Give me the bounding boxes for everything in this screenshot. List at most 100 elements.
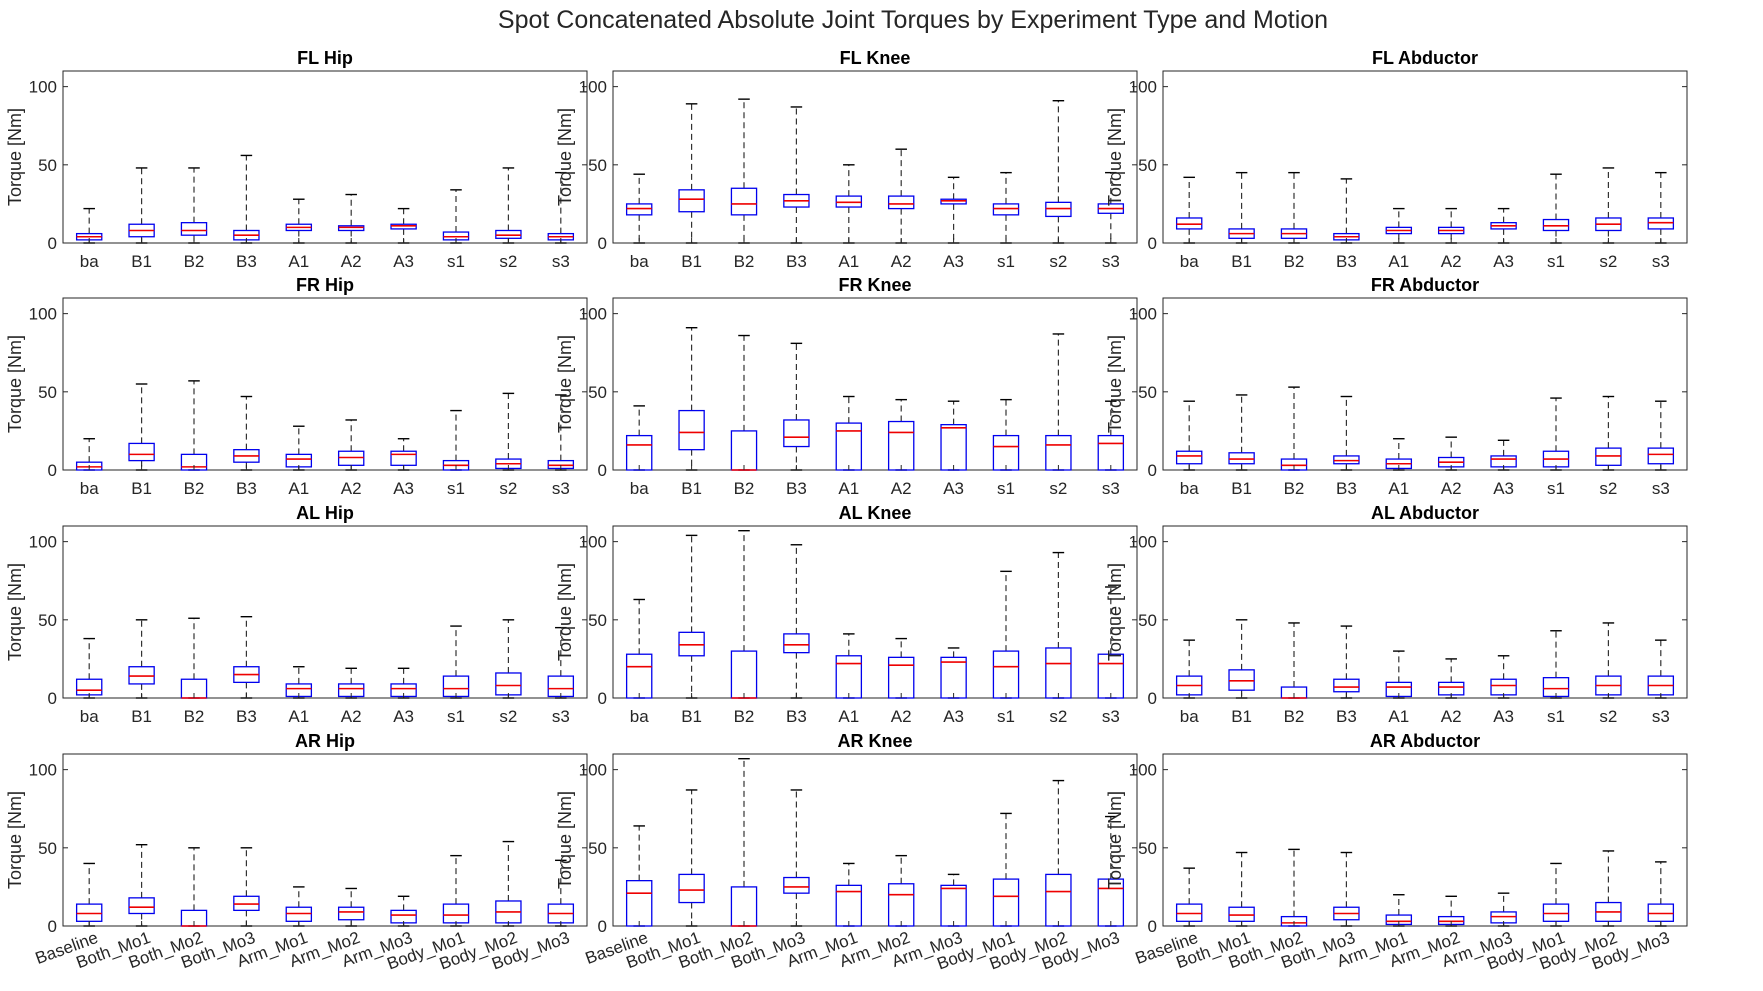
- x-tick-label: A2: [891, 707, 912, 726]
- x-tick-label: ba: [80, 479, 99, 498]
- box-s3: s3: [1097, 586, 1125, 726]
- box-ba: ba: [625, 598, 653, 726]
- box-s3: s3: [1097, 400, 1125, 498]
- panel-title: AR Abductor: [1370, 731, 1480, 751]
- iqr-box: [783, 876, 810, 894]
- box-B3: B3: [1333, 625, 1360, 726]
- x-tick-label: B2: [734, 479, 755, 498]
- box-A2: A2: [1437, 436, 1465, 498]
- box-s2: s2: [1595, 167, 1622, 271]
- box-B2: B2: [180, 617, 208, 726]
- iqr-box: [730, 187, 758, 216]
- x-tick-label: A3: [393, 707, 414, 726]
- box-A1: A1: [1385, 650, 1413, 726]
- y-axis-label: Torque [Nm]: [5, 108, 25, 206]
- subplot-fl-hip: FL Hip Torque [Nm] 0 50 100 ba B1 B2 B3 A1 A2 A3 s1 s…: [5, 48, 588, 271]
- box-s3: s3: [547, 394, 575, 498]
- box-s3: s3: [1097, 171, 1125, 271]
- box-A2: A2: [1437, 207, 1465, 271]
- iqr-box: [625, 880, 653, 927]
- x-tick-label: B1: [681, 707, 702, 726]
- box-A3: A3: [1490, 439, 1517, 498]
- x-tick-label: A2: [1441, 707, 1462, 726]
- box-B2: B2: [1280, 386, 1308, 498]
- box-A3: A3: [390, 438, 417, 498]
- y-axis-label: Torque [Nm]: [5, 563, 25, 661]
- panel-title: AR Knee: [837, 731, 912, 751]
- box-B1: B1: [678, 103, 705, 271]
- y-tick-label: 50: [1138, 383, 1157, 402]
- box-A1: A1: [835, 633, 863, 726]
- x-tick-label: A3: [393, 479, 414, 498]
- iqr-box: [337, 906, 365, 921]
- iqr-box: [730, 886, 758, 927]
- x-tick-label: s2: [1599, 707, 1617, 726]
- x-tick-label: A3: [1493, 707, 1514, 726]
- box-s2: s2: [495, 167, 522, 271]
- iqr-box: [887, 420, 915, 471]
- box-A1: A1: [1385, 438, 1413, 498]
- y-tick-label: 100: [1129, 533, 1157, 552]
- box-B3: B3: [783, 544, 810, 726]
- box-A3: A3: [390, 207, 417, 271]
- box-A3: A3: [940, 400, 967, 498]
- x-tick-label: A2: [341, 707, 362, 726]
- box-s1: s1: [442, 189, 470, 271]
- panel-title: AR Hip: [295, 731, 355, 751]
- box-B3: B3: [1333, 395, 1360, 498]
- iqr-box: [940, 656, 967, 699]
- x-tick-label: ba: [80, 252, 99, 271]
- box-B1: B1: [128, 619, 155, 726]
- x-tick-label: s1: [997, 252, 1015, 271]
- box-s3: s3: [547, 171, 575, 271]
- box-B2: B2: [730, 529, 758, 726]
- x-tick-label: ba: [630, 707, 649, 726]
- box-s3: s3: [547, 626, 575, 726]
- x-tick-label: s2: [499, 252, 517, 271]
- box-A3: A3: [1490, 655, 1517, 726]
- iqr-box: [1437, 681, 1465, 696]
- iqr-box: [992, 878, 1020, 927]
- x-tick-label: B3: [1336, 479, 1357, 498]
- x-tick-label: B3: [786, 479, 807, 498]
- x-tick-label: A2: [891, 479, 912, 498]
- box-ba: ba: [1175, 639, 1203, 726]
- y-axis-label: Torque [Nm]: [1105, 791, 1125, 889]
- iqr-box: [992, 650, 1020, 699]
- x-tick-label: B2: [184, 707, 205, 726]
- x-tick-label: s1: [997, 479, 1015, 498]
- x-tick-label: B2: [1284, 707, 1305, 726]
- x-tick-label: s3: [552, 252, 570, 271]
- panel-title: FR Hip: [296, 275, 354, 295]
- x-tick-label: ba: [1180, 479, 1199, 498]
- x-tick-label: ba: [630, 252, 649, 271]
- box-B3: B3: [233, 615, 260, 726]
- y-tick-label: 0: [48, 689, 57, 708]
- y-axis-label: Torque [Nm]: [555, 108, 575, 206]
- y-tick-label: 50: [588, 839, 607, 858]
- box-s1: s1: [1542, 397, 1570, 498]
- box-B1: B1: [1228, 171, 1255, 271]
- y-tick-label: 50: [38, 611, 57, 630]
- iqr-box: [128, 442, 155, 462]
- iqr-box: [1333, 678, 1360, 693]
- subplot-fr-hip: FR Hip Torque [Nm] 0 50 100 ba B1 B2 B3 A1 A2 A3 s1 s…: [5, 275, 588, 498]
- iqr-box: [1175, 450, 1203, 465]
- x-tick-label: A3: [943, 479, 964, 498]
- y-tick-label: 100: [29, 305, 57, 324]
- box-ba: ba: [75, 637, 103, 726]
- box-A3: A3: [1490, 207, 1517, 271]
- axes-frame: [62, 525, 588, 699]
- x-tick-label: B3: [236, 252, 257, 271]
- iqr-box: [678, 409, 705, 451]
- iqr-box: [887, 656, 915, 699]
- box-B3: B3: [783, 106, 810, 271]
- box-s2: s2: [1595, 622, 1622, 726]
- axes-frame: [612, 70, 1138, 244]
- iqr-box: [783, 633, 810, 654]
- iqr-box: [180, 222, 208, 236]
- box-B2: B2: [180, 380, 208, 498]
- x-tick-label: B3: [786, 252, 807, 271]
- x-tick-label: A1: [288, 252, 309, 271]
